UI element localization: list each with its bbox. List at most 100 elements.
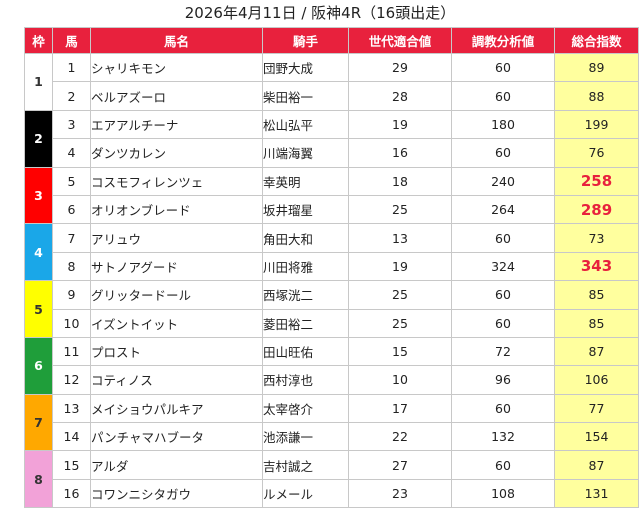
- horse-number: 14: [52, 422, 91, 452]
- total-index-value: 87: [554, 336, 639, 367]
- horse-name: コティノス: [90, 365, 263, 395]
- horse-name: イズントイット: [90, 308, 263, 338]
- total-index-value: 289: [554, 194, 639, 225]
- horse-name: シャリキモン: [90, 52, 263, 83]
- horse-number: 16: [52, 478, 91, 509]
- horse-name: エアアルチーナ: [90, 109, 263, 140]
- horse-name: アリュウ: [90, 223, 263, 253]
- total-index-value: 76: [554, 138, 639, 168]
- table-row: 3 5 コスモフィレンツェ 幸英明 18 240 258: [24, 166, 639, 225]
- jockey-name: 川田将雅: [262, 251, 349, 282]
- table-row: 2 ベルアズーロ 柴田裕一 28 60 88: [24, 81, 639, 111]
- training-analysis-value: 96: [451, 365, 555, 395]
- jockey-name: 田山旺佑: [262, 336, 349, 367]
- generation-fit-value: 10: [348, 365, 452, 395]
- training-analysis-value: 72: [451, 336, 555, 367]
- total-index-value: 131: [554, 478, 639, 509]
- table-row: 16 コワンニシタガウ ルメール 23 108 131: [24, 478, 639, 509]
- header-training-analysis: 調教分析値: [451, 27, 555, 54]
- horse-number: 10: [52, 308, 91, 338]
- frame-cell: 8: [24, 450, 53, 509]
- generation-fit-value: 19: [348, 109, 452, 140]
- training-analysis-value: 60: [451, 138, 555, 168]
- generation-fit-value: 17: [348, 393, 452, 424]
- total-index-value: 89: [554, 52, 639, 83]
- jockey-name: 太宰啓介: [262, 393, 349, 424]
- table-row: 7 13 メイショウパルキア 太宰啓介 17 60 77: [24, 393, 639, 452]
- frame-cell: 4: [24, 223, 53, 282]
- race-table-body: 1 1 シャリキモン 団野大成 29 60 89 2 ベルアズーロ 柴田裕一 28 60 88 2 3 エアア…: [24, 52, 639, 509]
- jockey-name: ルメール: [262, 478, 349, 509]
- jockey-name: 川端海翼: [262, 138, 349, 168]
- table-row: 8 サトノアグード 川田将雅 19 324 343: [24, 251, 639, 282]
- total-index-value: 73: [554, 223, 639, 253]
- total-index-value: 85: [554, 280, 639, 310]
- horse-name: プロスト: [90, 336, 263, 367]
- header-jockey: 騎手: [262, 27, 349, 54]
- horse-name: メイショウパルキア: [90, 393, 263, 424]
- horse-number: 4: [52, 138, 91, 168]
- training-analysis-value: 60: [451, 223, 555, 253]
- horse-number: 9: [52, 280, 91, 310]
- training-analysis-value: 240: [451, 166, 555, 196]
- generation-fit-value: 29: [348, 52, 452, 83]
- horse-name: ダンツカレン: [90, 138, 263, 168]
- table-row: 1 1 シャリキモン 団野大成 29 60 89: [24, 52, 639, 111]
- horse-number: 2: [52, 81, 91, 111]
- horse-number: 5: [52, 166, 91, 196]
- header-horse-number: 馬: [52, 27, 91, 54]
- header-total-index: 総合指数: [554, 27, 639, 54]
- total-index-value: 85: [554, 308, 639, 338]
- generation-fit-value: 18: [348, 166, 452, 196]
- horse-name: ベルアズーロ: [90, 81, 263, 111]
- table-row: 6 11 プロスト 田山旺佑 15 72 87: [24, 336, 639, 395]
- total-index-value: 258: [554, 166, 639, 196]
- jockey-name: 菱田裕二: [262, 308, 349, 338]
- horse-number: 11: [52, 336, 91, 367]
- horse-name: オリオンブレード: [90, 194, 263, 225]
- jockey-name: 団野大成: [262, 52, 349, 83]
- header-frame: 枠: [24, 27, 53, 54]
- training-analysis-value: 60: [451, 52, 555, 83]
- generation-fit-value: 16: [348, 138, 452, 168]
- generation-fit-value: 23: [348, 478, 452, 509]
- frame-cell: 1: [24, 53, 53, 111]
- jockey-name: 西塚洸二: [262, 280, 349, 310]
- generation-fit-value: 27: [348, 450, 452, 480]
- table-row: 2 3 エアアルチーナ 松山弘平 19 180 199: [24, 109, 639, 168]
- header-horse-name: 馬名: [90, 27, 263, 54]
- header-row: 枠 馬 馬名 騎手 世代適合値 調教分析値 総合指数: [24, 27, 639, 54]
- frame-cell: 3: [24, 166, 53, 225]
- frame-cell: 5: [24, 280, 53, 338]
- generation-fit-value: 15: [348, 336, 452, 367]
- table-row: 12 コティノス 西村淳也 10 96 106: [24, 365, 639, 395]
- horse-number: 12: [52, 365, 91, 395]
- training-analysis-value: 132: [451, 422, 555, 452]
- generation-fit-value: 25: [348, 308, 452, 338]
- total-index-value: 77: [554, 393, 639, 424]
- training-analysis-value: 60: [451, 308, 555, 338]
- table-row: 10 イズントイット 菱田裕二 25 60 85: [24, 308, 639, 338]
- horse-number: 7: [52, 223, 91, 253]
- horse-number: 3: [52, 109, 91, 140]
- horse-number: 15: [52, 450, 91, 480]
- total-index-value: 199: [554, 109, 639, 140]
- horse-number: 1: [52, 52, 91, 83]
- total-index-value: 106: [554, 365, 639, 395]
- table-row: 4 7 アリュウ 角田大和 13 60 73: [24, 223, 639, 282]
- jockey-name: 松山弘平: [262, 109, 349, 140]
- horse-name: コスモフィレンツェ: [90, 166, 263, 196]
- horse-number: 13: [52, 393, 91, 424]
- jockey-name: 坂井瑠星: [262, 194, 349, 225]
- training-analysis-value: 180: [451, 109, 555, 140]
- training-analysis-value: 108: [451, 478, 555, 509]
- total-index-value: 343: [554, 251, 639, 282]
- frame-cell: 2: [24, 109, 53, 168]
- horse-number: 6: [52, 194, 91, 225]
- table-row: 14 パンチャマハブータ 池添謙一 22 132 154: [24, 422, 639, 452]
- horse-name: パンチャマハブータ: [90, 422, 263, 452]
- generation-fit-value: 28: [348, 81, 452, 111]
- total-index-value: 88: [554, 81, 639, 111]
- training-analysis-value: 60: [451, 81, 555, 111]
- page-title: 2026年4月11日 / 阪神4R（16頭出走）: [184, 4, 456, 22]
